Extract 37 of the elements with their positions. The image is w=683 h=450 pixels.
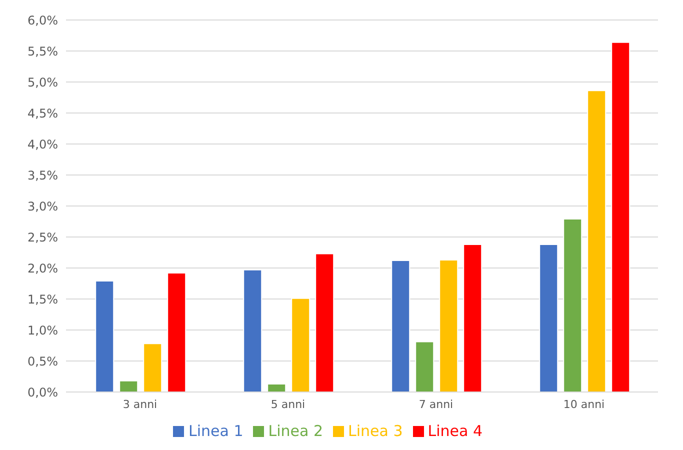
bar — [611, 42, 630, 392]
bar — [167, 272, 186, 392]
bar — [439, 259, 458, 392]
bar — [119, 380, 138, 392]
legend-label: Linea 1 — [188, 422, 244, 440]
bar — [539, 244, 558, 392]
bar — [463, 244, 482, 392]
bar — [243, 269, 262, 392]
legend-label: Linea 2 — [268, 422, 323, 440]
y-tick-label: 4,0% — [28, 137, 58, 152]
bar — [563, 218, 582, 392]
bar — [391, 260, 410, 392]
bar — [143, 343, 162, 392]
bar — [267, 383, 286, 392]
y-tick-label: 1,5% — [28, 292, 58, 306]
y-tick-label: 1,0% — [28, 323, 58, 338]
bar — [291, 298, 310, 392]
y-tick-label: 2,5% — [28, 230, 58, 244]
y-tick-label: 6,0% — [28, 13, 58, 28]
y-tick-label: 2,0% — [28, 261, 58, 276]
x-tick-label: 10 anni — [563, 398, 605, 411]
y-tick-label: 5,0% — [28, 75, 58, 90]
bar — [95, 280, 114, 392]
y-tick-label: 3,0% — [28, 199, 58, 214]
legend-label: Linea 3 — [348, 422, 403, 440]
x-tick-label: 3 anni — [122, 398, 158, 411]
y-tick-label: 4,5% — [28, 106, 58, 120]
y-tick-label: 0,0% — [28, 385, 58, 400]
bar — [587, 90, 606, 392]
bar — [415, 341, 434, 392]
y-tick-label: 3,5% — [28, 168, 58, 182]
y-tick-label: 0,5% — [28, 354, 58, 368]
x-tick-label: 7 anni — [418, 398, 454, 411]
bar — [315, 253, 334, 392]
y-tick-label: 5,5% — [28, 44, 58, 58]
legend-label: Linea 4 — [428, 422, 483, 440]
x-tick-label: 5 anni — [270, 398, 306, 411]
